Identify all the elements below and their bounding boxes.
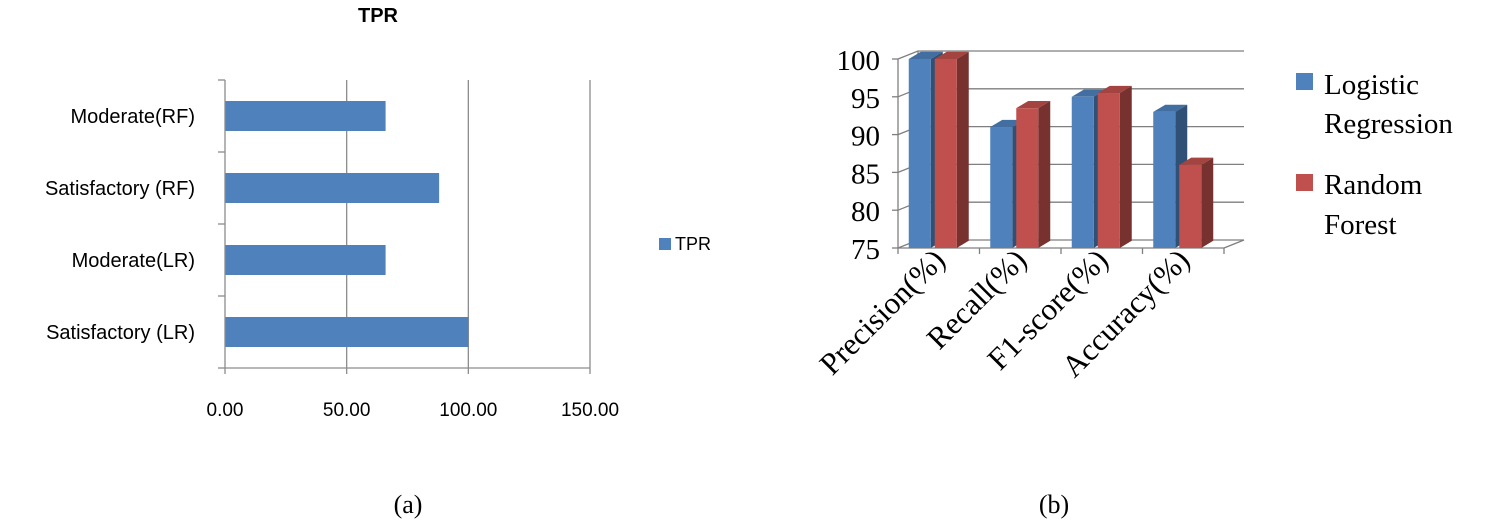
bar-top-face: [1071, 89, 1106, 97]
bar-top-face: [990, 119, 1025, 128]
chart-b-y-tick-label: 85: [851, 158, 880, 190]
chart-a-category-label: Moderate(LR): [72, 250, 195, 272]
chart-b-y-tick-label: 100: [837, 45, 881, 77]
bar-top-face: [908, 51, 943, 59]
bar-front-face: [1097, 93, 1120, 249]
bar-random-forest-precision: [934, 51, 969, 248]
bar-satisfactory-rf: [225, 173, 440, 203]
bar-top-face: [1016, 100, 1051, 109]
bar-front-face: [1153, 111, 1176, 248]
caption-a: (a): [394, 490, 423, 519]
chart-a-legend: TPR: [659, 234, 711, 254]
bar-top-face: [1179, 157, 1214, 165]
bar-front-face: [990, 127, 1013, 248]
chart-b-bars: [908, 51, 1214, 249]
legend-swatch-tpr: [659, 238, 671, 250]
bar-top-face: [1153, 104, 1188, 112]
legend-swatch-logistic-regression: [1296, 73, 1313, 90]
bar-moderate-lr: [225, 245, 386, 275]
chart-a-axes: [218, 79, 591, 374]
legend-label-logistic: Logistic: [1324, 69, 1419, 101]
chart-a-category-label: Moderate(RF): [71, 106, 195, 128]
bar-front-face: [934, 59, 957, 248]
chart-b-category-label: Precision(%): [813, 242, 952, 381]
chart-a-x-tick-label: 100.00: [439, 400, 497, 421]
bar-random-forest-recall: [1016, 100, 1051, 248]
bar-satisfactory-lr: [225, 317, 469, 347]
chart-b-floor-side: [1223, 239, 1245, 249]
bar-side-face: [956, 51, 969, 248]
bar-front-face: [1016, 108, 1039, 248]
bar-front-face: [1179, 164, 1202, 248]
chart-b-y-tick-label: 75: [851, 234, 880, 266]
legend-swatch-random-forest: [1296, 174, 1313, 191]
bar-side-face: [1038, 100, 1051, 248]
legend-label-regression: Regression: [1324, 108, 1453, 140]
chart-a: TPR Satisfactory (LR)Moderate(LR)Satisfa…: [45, 5, 711, 519]
chart-a-x-tick-label: 0.00: [207, 400, 244, 421]
chart-b-legend: Logistic Regression Random Forest: [1296, 69, 1453, 241]
bar-top-face: [1097, 85, 1132, 94]
legend-label-random: Random: [1324, 169, 1423, 201]
bar-top-face: [934, 51, 969, 59]
chart-b-y-tick-label: 90: [851, 121, 880, 153]
chart-a-bars: [225, 101, 469, 347]
bar-moderate-rf: [225, 101, 386, 131]
chart-a-category-labels: Satisfactory (LR) Moderate(LR) Satisfactor…: [45, 106, 195, 344]
chart-a-category-label: Satisfactory (RF): [45, 178, 195, 200]
bar-side-face: [1201, 157, 1214, 248]
bar-side-face: [1119, 85, 1132, 248]
chart-b-y-tick-label: 95: [851, 83, 880, 115]
bar-random-forest-accuracy: [1179, 157, 1214, 248]
bar-front-face: [908, 59, 931, 248]
chart-a-x-tick-label: 50.00: [323, 400, 371, 421]
caption-b: (b): [1039, 490, 1069, 519]
chart-a-x-tick-label: 150.00: [561, 400, 619, 421]
legend-label-forest: Forest: [1324, 209, 1397, 241]
bar-front-face: [1071, 96, 1094, 248]
chart-a-tick-labels: 0.00 50.00 100.00 150.00: [207, 400, 620, 421]
chart-b-gridline: [897, 50, 1244, 60]
chart-a-category-label: Satisfactory (LR): [46, 322, 195, 344]
legend-label-tpr: TPR: [675, 234, 711, 254]
chart-b-tick-labels: 75 80 85 90 95 100: [837, 45, 881, 266]
bar-random-forest-f1-score: [1097, 85, 1132, 249]
chart-a-title: TPR: [358, 5, 399, 27]
chart-b-y-tick-label: 80: [851, 196, 880, 228]
